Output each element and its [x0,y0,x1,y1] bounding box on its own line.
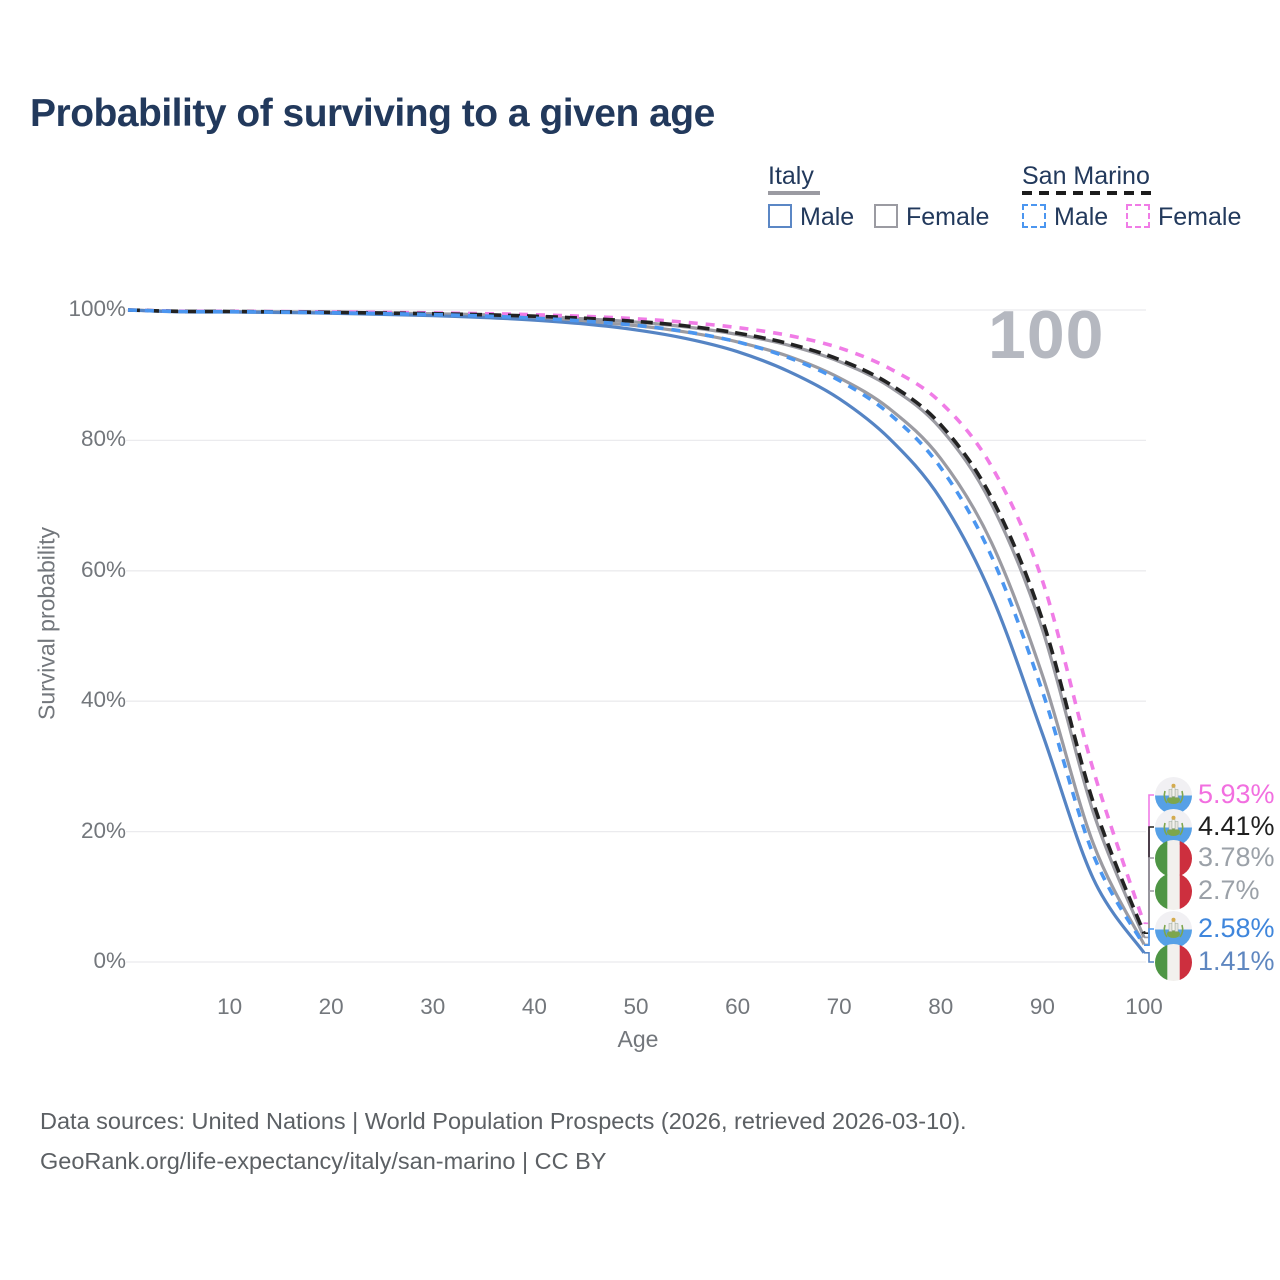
end-label-value-san-marino-female: 5.93% [1198,779,1275,809]
y-tick-label: 40% [80,687,126,713]
x-tick-label: 100 [1125,994,1163,1019]
legend-checkbox-san-marino-male[interactable] [1022,204,1046,228]
end-label-value-san-marino-male: 2.58% [1198,913,1275,943]
legend-item-san-marino-female[interactable]: Female [1158,203,1242,231]
series-line-italy-male [127,308,1146,954]
x-tick-label: 20 [318,994,344,1019]
italy-flag-icon [1155,839,1192,877]
y-tick-label: 80% [80,426,126,452]
legend-checkbox-san-marino-female[interactable] [1126,204,1150,228]
footer-attribution: GeoRank.org/life-expectancy/italy/san-ma… [40,1148,607,1174]
legend-item-san-marino-male[interactable]: Male [1054,203,1109,231]
end-label-connector-italy-male [1144,952,1154,963]
legend-group-italy-label: Italy [768,162,814,190]
italy-flag-icon [1155,943,1192,981]
y-tick-label: 20% [80,817,126,843]
end-label-value-italy-total: 2.7% [1198,875,1260,905]
x-tick-label: 80 [928,994,954,1019]
x-tick-label: 30 [420,994,446,1019]
end-label-value-san-marino-total: 4.41% [1198,811,1275,841]
legend-group-san-marino-label: San Marino [1022,162,1150,190]
x-axis-title: Age [617,1026,659,1052]
y-tick-label: 60% [80,556,126,582]
x-tick-label: 40 [521,994,547,1019]
series-line-san-marino-total [127,308,1146,934]
legend-item-italy-female[interactable]: Female [906,203,990,231]
x-tick-label: 90 [1029,994,1055,1019]
series-line-italy-female [127,308,1146,939]
chart-title: Probability of surviving to a given age [30,92,715,135]
legend-item-italy-male[interactable]: Male [800,203,855,231]
y-tick-label: 0% [93,948,126,973]
end-label-value-italy-female: 3.78% [1198,842,1275,872]
age-watermark: 100 [988,297,1105,373]
x-tick-label: 70 [826,994,852,1019]
legend-italy-underline [768,191,820,195]
x-tick-label: 10 [217,994,243,1019]
y-tick-label: 100% [68,296,126,321]
series-line-italy-total [127,308,1146,946]
san-marino-flag-icon [1155,808,1192,846]
legend-checkbox-italy-female[interactable] [874,204,898,228]
italy-flag-icon [1155,872,1192,910]
end-label-connector-san-marino-male [1144,928,1154,946]
san-marino-flag-icon [1155,776,1192,814]
legend-san-marino-underline [1022,191,1151,195]
x-tick-label: 60 [725,994,751,1019]
x-tick-label: 50 [623,994,649,1019]
end-label-value-italy-male: 1.41% [1198,946,1275,976]
legend-checkbox-italy-male[interactable] [768,204,792,228]
footer-data-sources: Data sources: United Nations | World Pop… [40,1108,967,1134]
series-line-san-marino-male [127,308,1146,947]
san-marino-flag-icon [1155,910,1192,948]
